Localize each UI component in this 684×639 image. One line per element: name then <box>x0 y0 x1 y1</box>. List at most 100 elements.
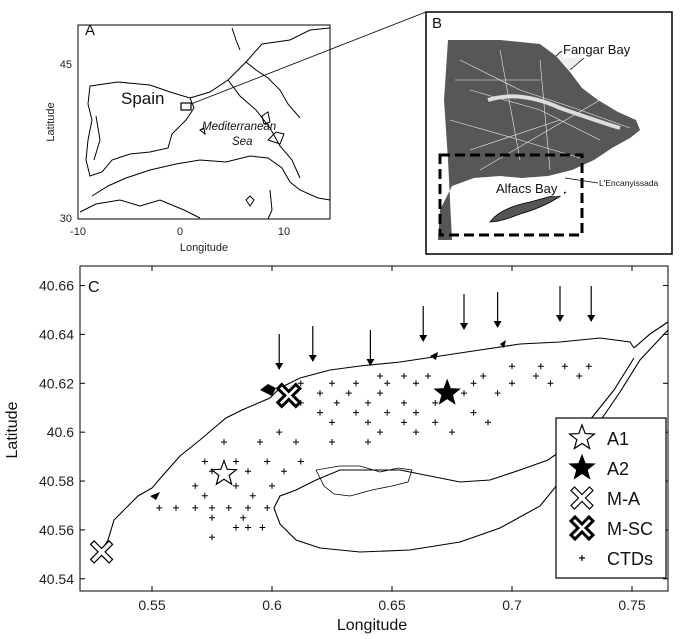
ctd-mark <box>353 409 359 416</box>
ctd-mark <box>547 380 554 387</box>
ctd-mark <box>245 468 251 475</box>
panel-b-letter: B <box>432 15 442 32</box>
delta-landmass <box>438 40 640 240</box>
ctd-mark <box>365 438 371 445</box>
spain-label: Spain <box>121 89 164 108</box>
ctd-mark <box>281 468 287 475</box>
encanyissada-label: L'Encanyissada <box>599 178 659 188</box>
panel-a-xtick: 10 <box>278 226 290 238</box>
legend-label: M-SC <box>607 519 653 539</box>
arrow-head <box>493 321 502 328</box>
ctd-mark <box>425 372 431 379</box>
ctd-mark <box>585 363 592 370</box>
panel-a-xtick: 0 <box>177 226 183 238</box>
ctd-mark <box>201 492 208 499</box>
ctd-mark <box>576 372 583 379</box>
x-tick-label: 0.7 <box>502 597 522 613</box>
panel-a-xtick: -10 <box>70 226 86 238</box>
panel-a-coastlines <box>79 27 331 220</box>
ctd-mark <box>401 399 407 406</box>
arrow-head <box>366 359 375 366</box>
legend-symbol-m-a <box>570 486 594 510</box>
fangar-label-bg <box>562 40 652 58</box>
ctd-mark <box>233 482 239 489</box>
ctd-mark <box>317 409 323 416</box>
freshwater-arrows <box>275 286 596 370</box>
panel-c-x-axis: 0.55 0.6 0.65 0.7 0.75 <box>138 266 646 613</box>
panel-c: C Latitude Longitude 40.6640.6440.6240.6… <box>4 265 669 634</box>
y-tick-label: 40.64 <box>39 326 74 342</box>
y-tick-label: 40.58 <box>39 473 74 489</box>
ctd-mark <box>401 372 407 379</box>
ctd-mark <box>480 372 487 379</box>
ctd-mark <box>365 399 371 406</box>
delta-channel-network <box>449 49 631 171</box>
ctd-mark <box>413 409 419 416</box>
legend-symbol-ctds <box>579 555 585 561</box>
ctd-mark <box>240 514 247 521</box>
panel-a-frame <box>77 24 331 220</box>
encanyissada-pointer <box>564 177 599 184</box>
ctd-mark <box>201 458 208 465</box>
harbour-mark <box>260 384 276 396</box>
arrow-head <box>587 315 596 322</box>
panel-c-y-axis: 40.66 40.64 40.62 40.6 40.58 40.56 40.54 <box>39 278 668 587</box>
arrow-head <box>308 355 317 362</box>
sea-label-line1: Mediterranean <box>202 121 276 133</box>
ctd-mark <box>384 380 391 387</box>
ctd-mark <box>317 390 323 397</box>
alfacs-spit <box>489 191 567 223</box>
ctd-mark <box>537 363 544 370</box>
ctd-mark <box>365 419 371 426</box>
ctd-mark <box>245 504 251 511</box>
y-tick-label: 40.66 <box>39 278 74 294</box>
ctd-mark <box>432 399 439 406</box>
arrow-head <box>460 323 468 330</box>
ctd-mark <box>449 429 455 436</box>
ctd-mark <box>461 390 467 397</box>
sea-label-line2: Sea <box>232 136 252 148</box>
ctd-mark <box>432 419 439 426</box>
ctd-mark <box>329 419 335 426</box>
ctd-mark <box>353 380 359 387</box>
ctd-mark <box>192 482 199 489</box>
ctd-mark <box>209 514 215 521</box>
alfacs-bay-label: Alfacs Bay <box>496 181 558 196</box>
ctd-mark <box>470 380 477 387</box>
ctd-mark <box>156 504 163 511</box>
x-tick-label: 0.65 <box>378 597 405 613</box>
zoom-connector-line <box>190 11 427 105</box>
arrow-head <box>556 315 564 322</box>
coast-detail <box>430 352 438 360</box>
station-m-sc <box>275 382 302 409</box>
coast-detail <box>150 492 160 500</box>
x-tick-label: 0.6 <box>262 597 282 613</box>
ctd-mark <box>413 380 419 387</box>
legend-label: M-A <box>607 489 640 509</box>
legend: A1 A2 M-A M-SC CTDs <box>555 417 667 579</box>
panel-a: A Latitude Longitude 45 30 -10 0 10 Spai… <box>45 11 427 254</box>
ctd-mark <box>333 399 340 406</box>
alfacs-dashed-box <box>438 153 584 237</box>
alfacs-label-bg <box>494 180 564 196</box>
ctd-mark <box>509 363 515 370</box>
ctd-mark <box>192 504 199 511</box>
ctd-mark <box>264 504 271 511</box>
panel-c-letter: C <box>88 279 100 296</box>
ctd-mark <box>276 429 283 436</box>
ctd-mark <box>470 409 477 416</box>
x-tick-label: 0.55 <box>138 597 165 613</box>
station-a2 <box>433 378 461 405</box>
legend-symbol-a2 <box>568 453 596 480</box>
legend-label: A1 <box>607 429 629 449</box>
panel-c-ylabel: Latitude <box>4 401 21 458</box>
ctd-mark <box>297 458 304 465</box>
ctd-mark <box>233 458 239 465</box>
ctd-stations <box>156 363 592 541</box>
ctd-mark <box>233 524 239 531</box>
ebro-river <box>487 94 621 130</box>
station-a1 <box>209 458 239 486</box>
ctd-mark <box>293 438 299 445</box>
ctd-mark <box>264 458 271 465</box>
